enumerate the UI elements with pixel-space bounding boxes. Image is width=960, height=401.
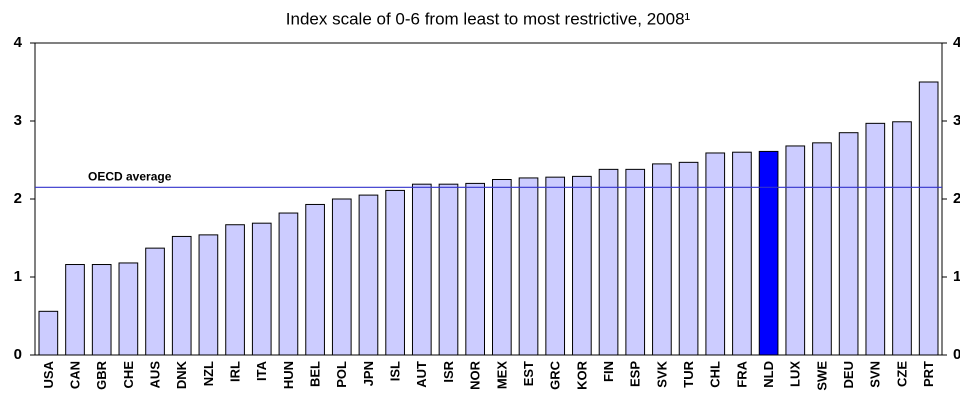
x-tick-label: FIN [601,361,616,382]
bar [198,234,219,356]
x-tick-label: CHL [708,361,723,388]
x-tick-label: AUT [414,361,429,388]
bar [145,247,165,356]
bar [572,175,592,356]
x-tick-label: FRA [734,360,749,387]
bar [91,264,112,356]
x-tick-label: SVN [868,361,883,388]
y-tick-label: 1 [14,268,22,285]
bar [545,176,566,356]
x-tick-label: CZE [894,361,909,387]
bar [492,179,512,356]
y2-tick-label: 1 [953,268,960,285]
y-tick-label: 3 [14,112,22,129]
x-tick-label: USA [41,360,56,388]
bar [438,183,459,356]
x-tick-label: IRL [228,361,243,382]
bar [865,122,886,356]
y-tick-label: 0 [14,346,22,363]
reference-label: OECD average [88,169,172,183]
bar [812,142,832,356]
x-tick-label: SVK [654,360,669,387]
bar [305,203,325,356]
x-tick-label: CHE [121,361,136,389]
bar [251,222,272,356]
x-tick-label: ITA [254,360,269,381]
bar [331,198,352,356]
x-tick-label: ESP [628,361,643,387]
x-tick-label: NOR [468,360,483,390]
bar [358,194,379,356]
x-tick-label: POL [334,361,349,388]
bar [38,310,59,356]
bar [598,168,619,356]
x-tick-label: DEU [841,361,856,388]
bar [385,189,405,356]
bar [892,121,912,356]
y2-tick-label: 0 [953,346,960,363]
y2-tick-label: 2 [953,190,960,207]
x-tick-label: KOR [574,360,589,390]
x-tick-label: LUX [788,361,803,387]
bar [65,264,85,356]
plot-frame [34,42,943,356]
chart-title: Index scale of 0-6 from least to most re… [286,9,691,28]
x-tick-label: CAN [67,361,82,389]
x-tick-label: ISL [388,361,403,381]
bar [518,177,539,356]
x-tick-label: MEX [494,361,509,390]
bar [678,161,699,356]
y2-tick-label: 3 [953,112,960,129]
x-tick-label: HUN [281,361,296,389]
x-tick-label: EST [521,361,536,386]
bar [705,152,726,356]
bar [411,183,432,356]
bar [838,132,859,356]
x-tick-label: GBR [94,360,109,390]
x-tick-label: PRT [921,361,936,387]
y2-tick-label: 4 [953,34,960,51]
bar [171,235,192,356]
x-tick-label: JPN [361,361,376,386]
bar [465,182,485,356]
bar [625,168,646,356]
bar [758,150,779,356]
x-tick-label: NLD [761,361,776,388]
bar [278,212,299,356]
y-tick-label: 4 [14,34,23,51]
y-tick-label: 2 [14,190,22,207]
bar [918,81,939,356]
x-tick-label: TUR [681,360,696,387]
x-tick-label: GRC [548,360,563,390]
bar [652,163,672,356]
x-tick-label: AUS [147,361,162,389]
x-tick-label: BEL [308,361,323,387]
x-tick-label: NZL [201,361,216,386]
bar [732,151,752,356]
bar [118,262,139,356]
x-tick-label: DNK [174,360,189,389]
x-tick-label: ISR [441,360,456,382]
x-tick-label: SWE [814,361,829,391]
bar [785,145,806,356]
bar [225,224,245,356]
